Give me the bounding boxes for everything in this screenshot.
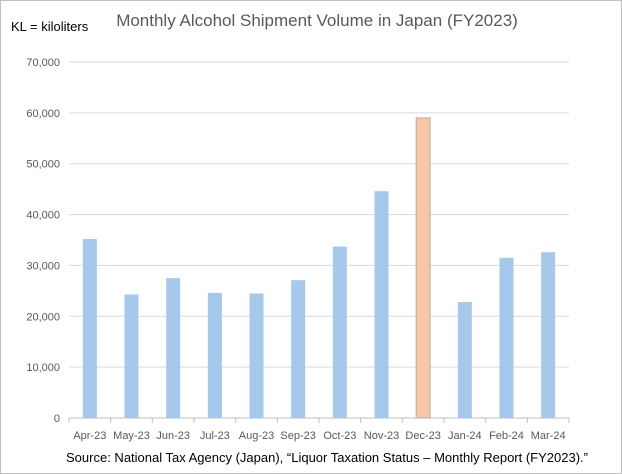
bar-aug-23 — [249, 293, 264, 418]
bar-may-23 — [124, 294, 139, 418]
y-tick-label: 30,000 — [26, 260, 60, 272]
x-tick-label: Nov-23 — [364, 430, 399, 442]
bar-apr-23 — [82, 238, 97, 418]
y-tick-label: 10,000 — [26, 362, 60, 374]
x-tick-label: Sep-23 — [280, 430, 315, 442]
x-tick-label: Oct-23 — [323, 430, 356, 442]
x-tick-label: Apr-23 — [73, 430, 106, 442]
x-tick-label: Jan-24 — [448, 430, 482, 442]
bar-jan-24 — [457, 302, 472, 418]
x-tick-label: Mar-24 — [531, 430, 566, 442]
x-tick-label: Jun-23 — [156, 430, 190, 442]
x-tick-label: Dec-23 — [405, 430, 440, 442]
y-tick-label: 20,000 — [26, 311, 60, 323]
y-tick-label: 50,000 — [26, 159, 60, 171]
x-tick-label: May-23 — [113, 430, 150, 442]
x-tick-label: Feb-24 — [489, 430, 524, 442]
y-tick-label: 0 — [54, 413, 60, 425]
bar-dec-23 — [415, 117, 431, 419]
y-tick-label: 40,000 — [26, 210, 60, 222]
bar-oct-23 — [332, 246, 347, 418]
bar-jun-23 — [166, 278, 181, 418]
bar-sep-23 — [291, 280, 306, 418]
y-tick-label: 70,000 — [26, 57, 60, 69]
x-tick-label: Aug-23 — [239, 430, 274, 442]
bar-mar-24 — [541, 252, 556, 418]
source-note: Source: National Tax Agency (Japan), “Li… — [66, 450, 588, 465]
unit-note: KL = kiloliters — [11, 19, 89, 34]
bar-jul-23 — [207, 292, 222, 418]
chart-title: Monthly Alcohol Shipment Volume in Japan… — [116, 11, 518, 30]
bar-nov-23 — [374, 191, 389, 418]
bar-feb-24 — [499, 257, 514, 418]
x-tick-label: Jul-23 — [200, 430, 230, 442]
y-tick-label: 60,000 — [26, 108, 60, 120]
